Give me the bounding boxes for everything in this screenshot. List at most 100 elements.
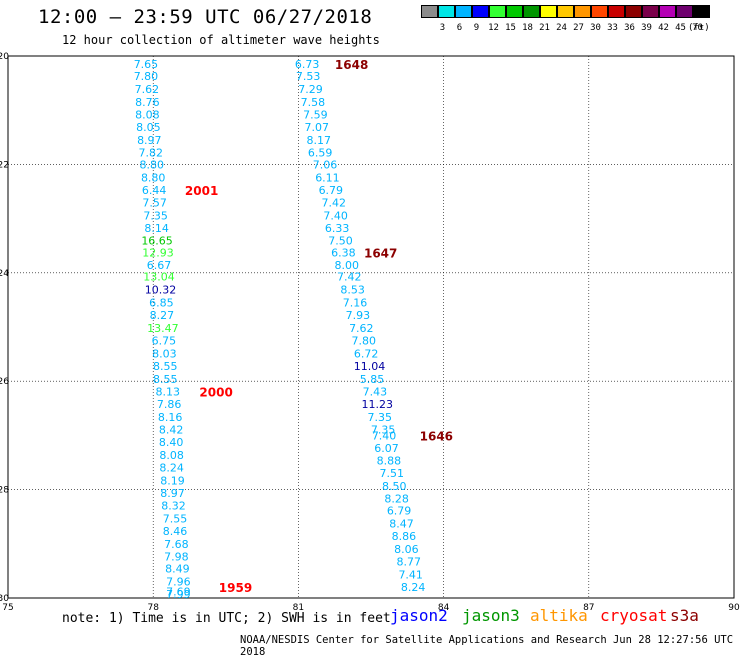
data-point-label: 6.11 [315,171,340,184]
data-point-label: 7.86 [157,398,182,411]
time-annotation: 2001 [185,184,218,198]
colorbar-label: 15 [505,23,516,33]
data-point-label: 11.23 [362,398,394,411]
x-tick-label: 84 [438,603,450,613]
colorbar-label: 27 [573,23,584,33]
chart-title: 12:00 – 23:59 UTC 06/27/2018 [38,6,373,28]
data-point-label: 7.35 [143,209,168,222]
data-point-label: 6.59 [308,146,333,159]
colorbar-label: 36 [624,23,635,33]
data-point-label: 8.76 [135,96,160,109]
data-point-label: 8.46 [163,525,188,538]
data-point-label: 5.85 [360,373,385,386]
colorbar-label: 21 [539,23,550,33]
data-point-label: 7.42 [321,196,346,209]
data-point-label: 7.50 [328,234,353,247]
data-point-label: 7.57 [142,196,167,209]
data-point-label: 7.43 [363,385,388,398]
data-point-label: 7.42 [337,271,362,284]
x-tick-label: 87 [583,603,594,613]
data-point-label: 8.24 [401,581,426,594]
data-point-label: 6.79 [319,184,344,197]
data-point-label: 7.59 [303,109,328,122]
data-point-label: 8.49 [165,563,190,576]
colorbar-swatch [472,5,489,18]
data-point-label: 7.40 [372,429,397,442]
data-point-label: 8.05 [136,121,161,134]
data-point-label: 11.04 [354,360,386,373]
y-tick-label: -22 [0,160,9,170]
data-point-label: 8.24 [159,461,184,474]
data-point-label: 8.16 [158,411,183,424]
data-point-label: 7.06 [313,158,338,171]
data-point-label: 7.80 [351,335,376,348]
time-annotation: 1646 [420,429,453,443]
data-point-label: 6.75 [152,335,177,348]
data-point-label: 16.65 [141,234,173,247]
data-point-label: 6.38 [331,247,356,260]
colorbar-label: 30 [590,23,601,33]
y-tick-label: -30 [0,594,9,604]
colorbar-unit: (ft) [688,23,710,33]
data-point-label: 7.68 [164,538,189,551]
data-point-label: 8.88 [377,454,402,467]
x-tick-label: 78 [147,603,159,613]
y-tick-label: -28 [0,486,9,496]
data-point-label: 13.47 [147,322,179,335]
legend-altika: altika [530,606,588,625]
data-point-label: 7.62 [349,322,374,335]
time-annotation: 2000 [199,385,232,399]
x-tick-label: 81 [293,603,304,613]
colorbar-label: 24 [556,23,567,33]
data-point-label: 8.55 [153,360,178,373]
data-point-label: 8.27 [150,309,175,322]
data-point-label: 6.79 [387,505,412,518]
data-point-label: 7.07 [305,121,330,134]
colorbar-swatch [455,5,472,18]
data-point-label: 6.33 [325,222,350,235]
colorbar-swatch [625,5,642,18]
colorbar-swatch [676,5,693,18]
data-point-label: 6.72 [354,348,379,361]
colorbar-label: 6 [456,23,463,33]
colorbar-swatch [557,5,574,18]
data-point-label: 7.96 [166,576,191,589]
time-annotation: 1647 [364,247,397,261]
colorbar-label: 70 [692,23,703,33]
chart-subtitle: 12 hour collection of altimeter wave hei… [62,33,380,47]
footnote-text: note: 1) Time is in UTC; 2) SWH is in fe… [62,611,391,626]
data-point-label: 8.17 [306,134,331,147]
data-point-label: 6.67 [147,259,172,272]
y-tick-label: -20 [0,52,9,62]
data-point-label: 8.32 [161,499,186,512]
colorbar-swatch [591,5,608,18]
legend-jason2: jason2 [390,606,448,625]
colorbar-swatch [540,5,557,18]
time-annotation: 1959 [219,581,252,595]
x-tick-label: 75 [2,603,13,613]
data-point-label: 7.41 [398,569,423,582]
colorbar-swatch [693,5,710,18]
colorbar-label: 12 [488,23,499,33]
data-point-label: 7.29 [298,83,323,96]
data-point-label: 8.97 [137,134,162,147]
data-point-label: 8.77 [397,556,422,569]
legend-jason3: jason3 [462,606,520,625]
data-point-label: 8.08 [159,449,184,462]
y-tick-label: -26 [0,377,9,387]
data-point-label: 8.80 [139,158,164,171]
data-point-label: 7.65 [134,58,159,71]
legend-s3a: s3a [670,606,699,625]
colorbar-swatch [523,5,540,18]
colorbar-label: 39 [641,23,652,33]
data-point-label: 7.35 [371,423,396,436]
data-point-label: 7.69 [166,585,191,598]
data-point-label: 6.85 [149,297,174,310]
data-point-label: 7.51 [380,467,405,480]
y-tick-label: -24 [0,269,9,279]
colorbar-swatch [438,5,455,18]
data-point-label: 8.97 [160,487,185,500]
data-point-label: 8.53 [340,284,365,297]
data-point-label: 7.80 [134,70,159,83]
data-point-label: 8.00 [335,259,360,272]
